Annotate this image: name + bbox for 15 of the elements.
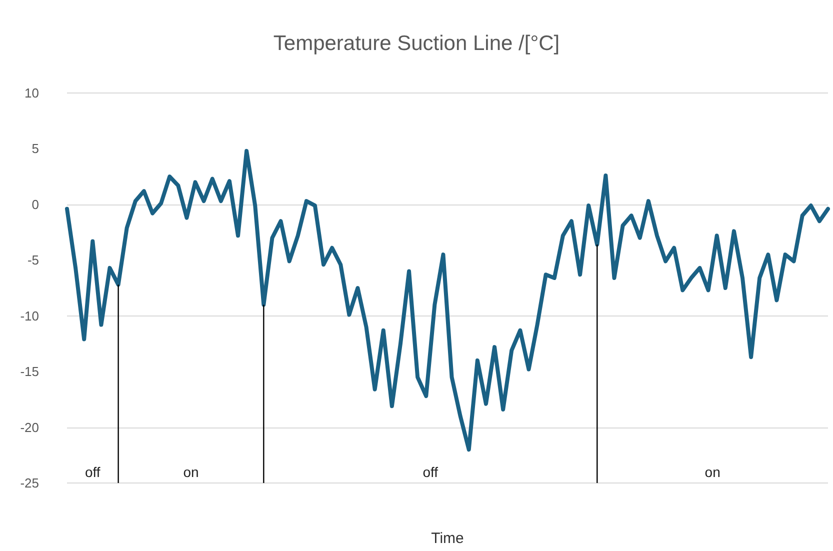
annotation: on <box>704 464 720 480</box>
y-tick-label: -25 <box>20 476 39 490</box>
y-tick-label: -5 <box>27 252 39 268</box>
y-tick-label: 10 <box>24 86 39 100</box>
y-tick-label: -10 <box>20 308 39 324</box>
annotation: off <box>422 464 438 480</box>
line-series <box>65 148 830 452</box>
y-tick-label: 0 <box>32 196 39 212</box>
annotation: on <box>183 464 199 480</box>
chart-title: Temperature Suction Line /[°C] <box>273 32 560 55</box>
y-tick-label: 5 <box>32 141 39 156</box>
annotation: off <box>84 464 100 480</box>
y-tick-label: -20 <box>20 420 39 435</box>
y-tick-label: -15 <box>20 364 39 380</box>
x-axis-title: Time <box>431 530 464 547</box>
